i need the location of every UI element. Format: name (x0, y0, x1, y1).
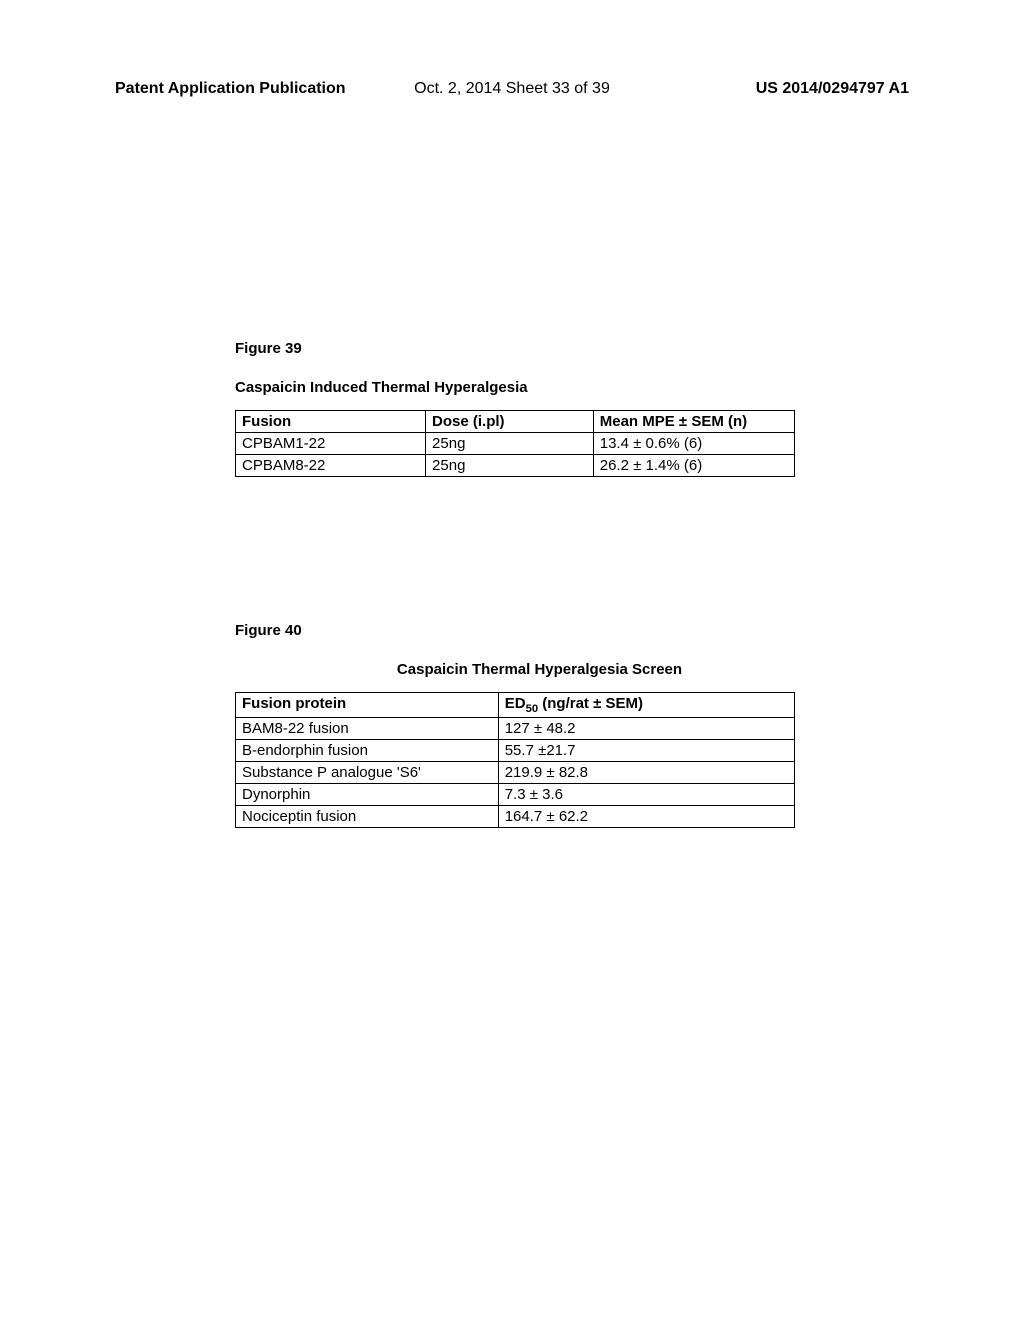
figure-40-table: Fusion protein ED50 (ng/rat ± SEM) BAM8-… (235, 692, 795, 828)
col-header: ED50 (ng/rat ± SEM) (498, 693, 794, 718)
figure-40-block: Figure 40 Caspaicin Thermal Hyperalgesia… (235, 622, 844, 828)
figure-39-block: Figure 39 Caspaicin Induced Thermal Hype… (235, 340, 844, 477)
header-center: Oct. 2, 2014 Sheet 33 of 39 (414, 80, 610, 98)
table-cell: CPBAM8-22 (236, 455, 426, 477)
table-cell: Substance P analogue 'S6' (236, 762, 499, 784)
table-cell: CPBAM1-22 (236, 433, 426, 455)
header-left: Patent Application Publication (115, 80, 346, 98)
page-content: Figure 39 Caspaicin Induced Thermal Hype… (235, 340, 844, 828)
table-cell: 164.7 ± 62.2 (498, 806, 794, 828)
table-cell: 26.2 ± 1.4% (6) (593, 455, 794, 477)
table-cell: Dynorphin (236, 784, 499, 806)
table-row: CPBAM8-22 25ng 26.2 ± 1.4% (6) (236, 455, 795, 477)
table-row: B-endorphin fusion 55.7 ±21.7 (236, 740, 795, 762)
figure-40-title: Caspaicin Thermal Hyperalgesia Screen (235, 661, 844, 678)
table-cell: 25ng (426, 455, 594, 477)
table-cell: 7.3 ± 3.6 (498, 784, 794, 806)
table-cell: 13.4 ± 0.6% (6) (593, 433, 794, 455)
table-header-row: Fusion protein ED50 (ng/rat ± SEM) (236, 693, 795, 718)
ed-prefix: ED (505, 695, 526, 712)
table-cell: 25ng (426, 433, 594, 455)
figure-39-label: Figure 39 (235, 340, 844, 357)
table-row: Nociceptin fusion 164.7 ± 62.2 (236, 806, 795, 828)
ed-suffix: (ng/rat ± SEM) (538, 695, 643, 712)
table-row: Dynorphin 7.3 ± 3.6 (236, 784, 795, 806)
table-cell: 127 ± 48.2 (498, 718, 794, 740)
table-row: Substance P analogue 'S6' 219.9 ± 82.8 (236, 762, 795, 784)
table-header-row: Fusion Dose (i.pl) Mean MPE ± SEM (n) (236, 411, 795, 433)
table-cell: B-endorphin fusion (236, 740, 499, 762)
col-header: Fusion (236, 411, 426, 433)
col-header: Fusion protein (236, 693, 499, 718)
col-header: Mean MPE ± SEM (n) (593, 411, 794, 433)
table-row: CPBAM1-22 25ng 13.4 ± 0.6% (6) (236, 433, 795, 455)
table-cell: 55.7 ±21.7 (498, 740, 794, 762)
figure-40-label: Figure 40 (235, 622, 844, 639)
table-cell: Nociceptin fusion (236, 806, 499, 828)
table-cell: 219.9 ± 82.8 (498, 762, 794, 784)
table-cell: BAM8-22 fusion (236, 718, 499, 740)
col-header: Dose (i.pl) (426, 411, 594, 433)
page-header: Patent Application Publication Oct. 2, 2… (0, 80, 1024, 98)
figure-39-table: Fusion Dose (i.pl) Mean MPE ± SEM (n) CP… (235, 410, 795, 477)
figure-39-title: Caspaicin Induced Thermal Hyperalgesia (235, 379, 844, 396)
ed-subscript: 50 (526, 703, 539, 715)
table-row: BAM8-22 fusion 127 ± 48.2 (236, 718, 795, 740)
header-right: US 2014/0294797 A1 (756, 80, 909, 98)
